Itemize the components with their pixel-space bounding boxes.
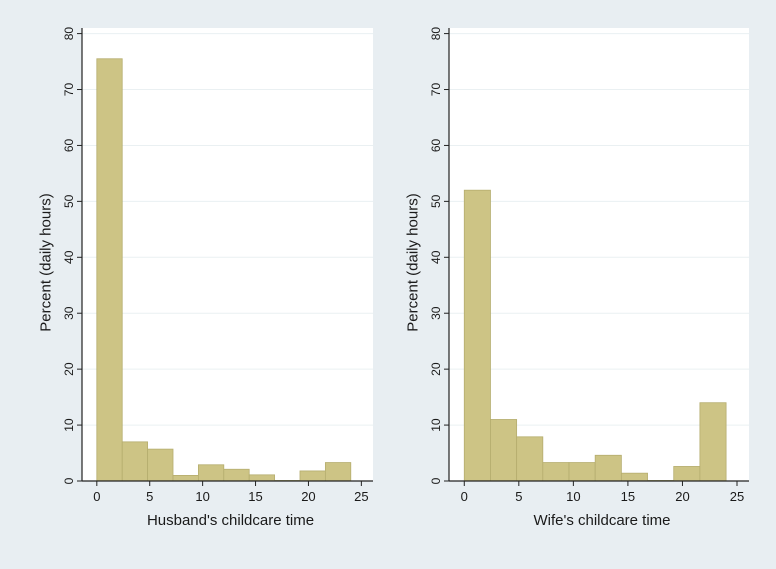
y-tick-label: 50 (429, 194, 443, 208)
y-tick-label: 10 (62, 418, 76, 432)
histogram-bar-7 (248, 474, 275, 482)
x-tick-label: 25 (354, 489, 368, 504)
x-tick-label: 5 (146, 489, 153, 504)
histogram-bar-2 (490, 419, 518, 482)
histogram-bar-5 (197, 464, 225, 482)
chart-panel-1: 0 10 20 30 40 50 60 70 80 0 5 10 15 20 25 Husband's chi… (38, 27, 373, 529)
x-tick-label: 15 (621, 489, 635, 504)
histogram-bar-3 (516, 436, 544, 482)
x-tick-label: 0 (461, 489, 468, 504)
y-tick-label: 20 (62, 362, 76, 376)
x-tick-label: 15 (248, 489, 262, 504)
histogram-bar-4 (172, 475, 199, 482)
y-tick-label: 20 (429, 362, 443, 376)
histogram-bar-6 (594, 454, 622, 482)
x-tick-label: 10 (195, 489, 209, 504)
y-tick-label: 60 (62, 138, 76, 152)
x-tick-label: 10 (566, 489, 580, 504)
y-tick-label: 50 (62, 194, 76, 208)
y-tick-label: 30 (62, 306, 76, 320)
histogram-bar-3 (147, 448, 174, 482)
histogram-bar-9 (673, 466, 701, 482)
y-tick-label: 70 (62, 83, 76, 97)
y-tick-label: 80 (62, 27, 76, 41)
x-tick-label: 20 (675, 489, 689, 504)
x-axis-title: Husband's childcare time (147, 512, 314, 529)
histogram-bar-10 (324, 462, 352, 482)
y-tick-label: 70 (429, 83, 443, 97)
x-axis-title: Wife's childcare time (533, 512, 670, 529)
plot-area (82, 28, 373, 481)
histogram-bar-4 (542, 462, 570, 482)
y-tick-label: 40 (62, 250, 76, 264)
x-tick-label: 25 (730, 489, 744, 504)
y-axis-title: Percent (daily hours) (38, 193, 55, 331)
histogram-bar-1 (96, 58, 123, 482)
y-tick-label: 0 (429, 477, 443, 484)
histogram-bar-7 (620, 472, 648, 482)
histogram-bar-5 (568, 462, 596, 482)
x-tick-label: 20 (301, 489, 315, 504)
histogram-bar-6 (223, 468, 250, 482)
y-tick-label: 80 (429, 27, 443, 41)
x-tick-label: 5 (515, 489, 522, 504)
y-axis-title: Percent (daily hours) (405, 193, 422, 331)
histogram-bar-1 (463, 189, 491, 482)
chart-panel-2: 0 10 20 30 40 50 60 70 80 0 5 10 15 20 25 Wife's childc… (405, 27, 749, 529)
y-tick-label: 30 (429, 306, 443, 320)
y-tick-label: 0 (62, 477, 76, 484)
y-tick-label: 60 (429, 138, 443, 152)
histogram-bar-10 (699, 402, 727, 482)
x-tick-label: 0 (93, 489, 100, 504)
histogram-bar-9 (299, 470, 326, 482)
y-tick-label: 40 (429, 250, 443, 264)
plot-area (449, 28, 749, 481)
y-tick-label: 10 (429, 418, 443, 432)
histogram-bar-2 (121, 441, 149, 482)
